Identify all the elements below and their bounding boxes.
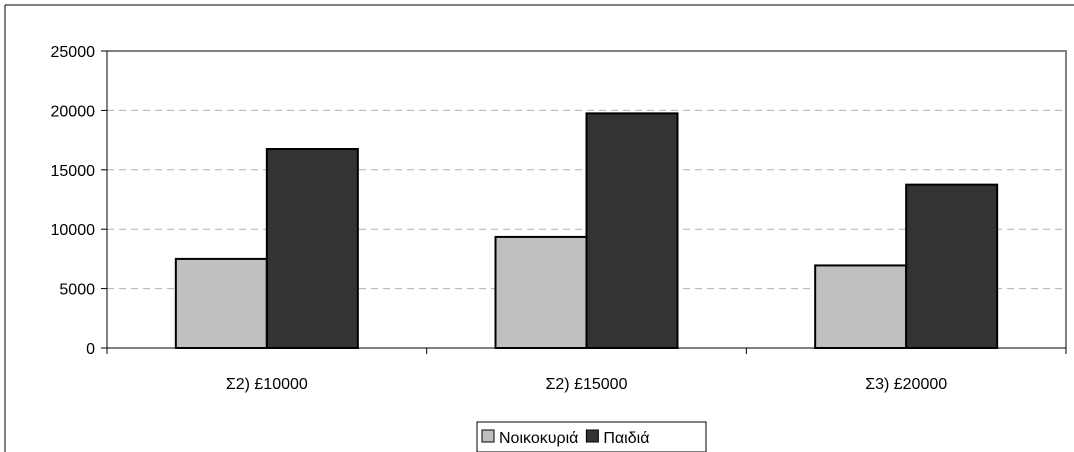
legend-swatch: [481, 429, 495, 443]
legend-label: Παιδιά: [603, 430, 649, 447]
x-tick-label: Σ3) £20000: [865, 376, 947, 393]
plot-area: 0 5000 10000 15000 20000 25000 Σ2) £10000 Σ2) £…: [51, 44, 1067, 393]
x-tick-label: Σ2) £15000: [546, 376, 628, 393]
y-tick-label: 20000: [51, 103, 96, 120]
legend-label: Νοικοκυριά: [499, 430, 578, 447]
bar: [174, 257, 268, 349]
legend: Νοικοκυριά Παιδιά: [476, 421, 707, 452]
y-tick-label: 10000: [51, 222, 96, 239]
y-tick-label: 0: [86, 341, 95, 358]
legend-swatch: [585, 429, 599, 443]
y-tick-label: 25000: [51, 44, 96, 61]
x-tick-label: Σ2) £10000: [226, 376, 308, 393]
bar: [814, 264, 908, 349]
bar: [265, 148, 359, 349]
bar: [494, 235, 588, 349]
bar: [905, 183, 999, 349]
y-tick-label: 15000: [51, 163, 96, 180]
bar: [585, 112, 679, 350]
plot-area-border: [107, 50, 1067, 348]
y-tick-label: 5000: [59, 282, 95, 299]
